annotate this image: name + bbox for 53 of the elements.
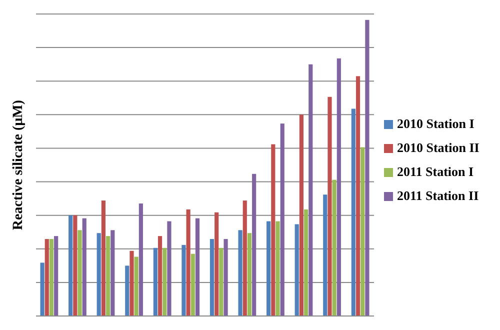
bar (356, 76, 360, 316)
bar (73, 215, 78, 316)
bar (332, 180, 336, 316)
bar (138, 203, 143, 316)
bar (238, 230, 242, 316)
bar (78, 230, 82, 316)
bar (190, 254, 195, 316)
legend-label: 2011 Station II (397, 188, 479, 203)
bar (271, 144, 276, 316)
bar (247, 233, 252, 316)
bar (153, 248, 158, 316)
bar (351, 108, 356, 316)
bar (323, 194, 328, 316)
legend-label: 2010 Station II (397, 140, 480, 155)
bar (158, 236, 162, 316)
bar (308, 64, 313, 316)
bar (54, 236, 58, 316)
legend-label: 2010 Station I (397, 116, 474, 131)
bar (186, 209, 190, 316)
bar (280, 124, 284, 316)
bar (360, 147, 365, 316)
bar (44, 239, 49, 316)
bar (266, 221, 271, 316)
bar (106, 236, 110, 316)
bar (299, 114, 304, 316)
bar (242, 200, 247, 316)
bar (134, 256, 138, 316)
bar (96, 233, 101, 316)
y-axis-title: Reactive silicate (µM) (11, 100, 26, 230)
bar (49, 239, 54, 316)
bar (82, 218, 86, 316)
bar (294, 224, 299, 316)
bar (110, 230, 115, 316)
bar (130, 250, 134, 316)
bar (40, 262, 44, 316)
bar (224, 239, 228, 316)
bar (336, 58, 341, 316)
bar (101, 200, 106, 316)
bar (195, 218, 200, 316)
bar (276, 221, 280, 316)
bar (304, 209, 308, 316)
legend-label: 2011 Station I (397, 164, 474, 179)
bar (167, 221, 172, 316)
bar (219, 248, 224, 316)
bar (125, 266, 130, 316)
bar (214, 212, 219, 316)
bar (68, 215, 73, 316)
bar (365, 20, 370, 316)
bar (328, 96, 332, 316)
bar (162, 248, 167, 316)
bar (252, 174, 256, 316)
bar (182, 244, 186, 316)
bar (210, 239, 214, 316)
